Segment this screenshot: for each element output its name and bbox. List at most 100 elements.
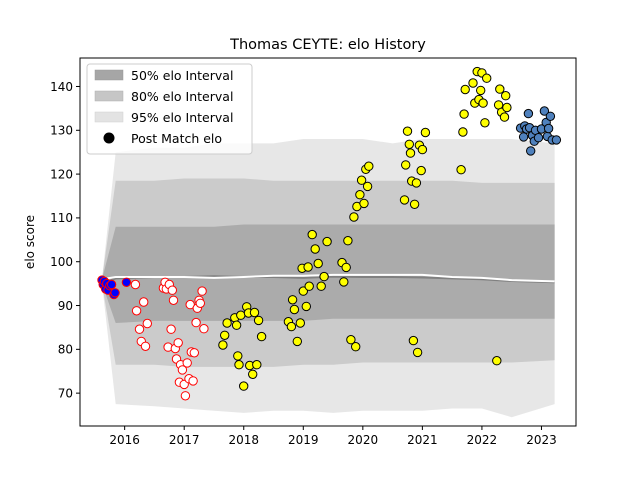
data-point-s2-38 — [346, 335, 356, 345]
y-tick-label-5: 120 — [50, 167, 73, 181]
data-point-s1-29 — [191, 317, 201, 328]
data-point-s1-4 — [139, 297, 149, 307]
data-point-s2-57 — [412, 347, 423, 358]
y-tick-label-7: 140 — [50, 80, 73, 94]
data-point-s2-4 — [231, 320, 242, 330]
data-point-s2-73 — [480, 118, 490, 128]
legend-marker-post-match — [103, 132, 115, 144]
data-point-s2-48 — [399, 195, 410, 205]
data-point-s2-6 — [234, 360, 244, 370]
data-point-s2-46 — [362, 181, 373, 192]
data-point-s3-15 — [543, 123, 554, 134]
data-point-s3-1 — [518, 132, 529, 142]
data-point-s2-35 — [339, 277, 349, 287]
legend-swatch-80 — [94, 90, 124, 102]
data-point-s2-66 — [468, 78, 478, 88]
data-point-s2-64 — [459, 109, 469, 119]
data-point-s1-13 — [167, 285, 178, 295]
data-point-s1-1 — [131, 306, 142, 316]
data-point-s1-28 — [189, 348, 200, 358]
data-point-s2-27 — [304, 281, 314, 291]
data-point-s2-33 — [322, 236, 332, 247]
data-point-s2-79 — [499, 112, 510, 122]
data-point-s1-0 — [130, 279, 141, 290]
data-point-s2-63 — [458, 127, 468, 137]
data-point-s2-81 — [502, 102, 512, 113]
data-point-s1-22 — [180, 391, 191, 401]
y-tick-label-1: 80 — [58, 343, 73, 357]
legend-label-post-match: Post Match elo — [131, 131, 222, 146]
data-point-s2-7 — [236, 310, 246, 320]
legend-frame — [86, 63, 253, 155]
x-tick-label-3: 2019 — [288, 433, 319, 447]
data-point-s2-56 — [411, 178, 422, 188]
data-point-s1-20 — [177, 365, 188, 375]
axes-frame — [79, 57, 577, 427]
y-axis: 70 80 90 100 110 120 130 140 — [50, 80, 80, 400]
data-point-s2-19 — [287, 295, 298, 305]
data-point-s2-44 — [359, 198, 369, 209]
data-point-s2-21 — [292, 336, 302, 347]
data-point-s3-18 — [551, 135, 562, 145]
data-point-s2-80 — [501, 91, 511, 101]
data-point-s1-12 — [166, 324, 176, 334]
y-axis-label: elo score — [23, 215, 37, 269]
data-point-s2-75 — [492, 356, 502, 366]
data-point-s2-20 — [289, 304, 300, 315]
data-point-s2-0 — [218, 340, 228, 350]
legend-label-50: 50% elo Interval — [131, 68, 233, 83]
x-tick-label-2: 2018 — [228, 433, 259, 447]
data-point-s2-16 — [256, 331, 267, 342]
data-point-s2-15 — [253, 315, 264, 326]
data-point-s1-23 — [182, 358, 192, 368]
x-tick-label-4: 2020 — [348, 433, 379, 447]
data-point-s3-6 — [526, 146, 536, 156]
data-point-s1-33 — [197, 286, 207, 296]
data-point-s1-5 — [140, 341, 151, 351]
data-point-s2-40 — [351, 342, 361, 352]
data-point-s0-10 — [121, 277, 132, 287]
data-point-s2-29 — [310, 244, 320, 254]
legend: 50% elo Interval 80% elo Interval 95% el… — [86, 63, 253, 155]
data-point-s2-24 — [298, 286, 308, 296]
data-point-s2-31 — [316, 281, 326, 291]
data-point-s2-65 — [460, 84, 470, 95]
data-point-s1-17 — [173, 338, 183, 348]
data-point-s0-7 — [106, 279, 117, 290]
legend-swatch-95 — [94, 111, 124, 123]
data-point-s2-62 — [456, 165, 466, 175]
data-point-s3-10 — [533, 133, 544, 143]
x-tick-label-0: 2016 — [109, 433, 140, 447]
data-point-s2-77 — [495, 84, 505, 94]
data-point-s2-54 — [408, 335, 419, 346]
data-point-s2-13 — [249, 307, 260, 318]
y-tick-label-4: 110 — [50, 211, 73, 225]
data-point-s3-4 — [523, 108, 534, 119]
mean-line-white — [101, 273, 555, 283]
mean-lines — [101, 273, 555, 285]
data-point-s2-47 — [364, 161, 374, 171]
x-tick-label-1: 2017 — [169, 433, 200, 447]
data-point-s2-42 — [355, 190, 365, 200]
data-point-s2-5 — [233, 351, 243, 361]
data-point-s2-43 — [356, 175, 367, 185]
data-point-s2-60 — [417, 144, 428, 155]
y-tick-label-3: 100 — [50, 255, 73, 269]
data-point-s1-34 — [199, 324, 209, 334]
data-point-s2-28 — [307, 229, 317, 240]
data-point-s3-16 — [545, 111, 556, 122]
y-tick-label-6: 130 — [50, 124, 73, 138]
data-point-s1-14 — [168, 295, 179, 305]
data-point-s2-52 — [405, 148, 416, 158]
x-axis: 2016 2017 2018 2019 2020 2021 2022 2023 — [109, 426, 557, 447]
data-point-s2-22 — [295, 318, 305, 328]
data-point-s2-50 — [402, 126, 413, 136]
data-point-s1-2 — [134, 324, 145, 334]
data-point-s2-59 — [416, 165, 426, 176]
data-point-s2-74 — [482, 73, 492, 83]
data-point-s2-26 — [303, 262, 313, 272]
data-points — [97, 66, 562, 401]
y-tick-label-0: 70 — [58, 386, 73, 400]
data-point-s2-37 — [343, 236, 353, 246]
